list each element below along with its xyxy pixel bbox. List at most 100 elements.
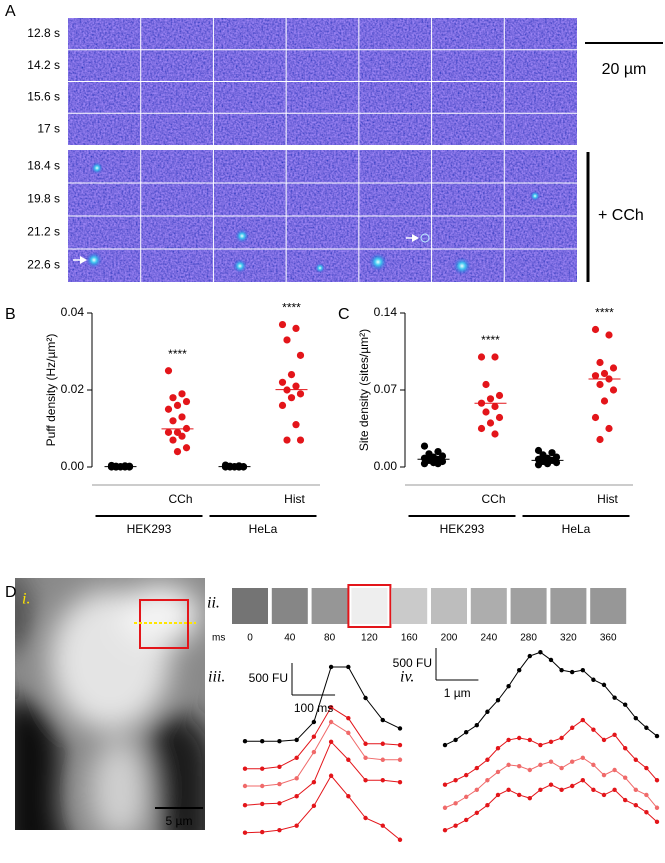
trace-point xyxy=(294,776,299,781)
frame-time: 40 xyxy=(284,633,296,644)
trace xyxy=(245,666,401,742)
trace-point xyxy=(517,792,522,798)
group-label: HeLa xyxy=(562,522,591,536)
data-point xyxy=(178,432,186,440)
data-point xyxy=(420,442,429,450)
y-tick-label: 0.14 xyxy=(374,305,398,319)
significance: **** xyxy=(481,333,500,347)
trace-point xyxy=(260,766,265,771)
sub-label: iii. xyxy=(208,669,225,686)
scale-bar-label: 1 µm xyxy=(444,686,471,700)
trace-point xyxy=(559,735,564,741)
trace-point xyxy=(453,823,458,828)
trace-point xyxy=(495,769,501,775)
trace-point xyxy=(506,787,511,793)
data-point xyxy=(182,397,191,406)
x-tick-label: CCh xyxy=(481,492,505,506)
trace-point xyxy=(570,759,575,764)
trace-point xyxy=(527,767,532,773)
trace-point xyxy=(397,726,403,731)
trace-point xyxy=(453,801,458,806)
trace-point xyxy=(363,695,368,701)
trace-point xyxy=(495,792,501,798)
trace-point xyxy=(277,739,282,744)
trace-point xyxy=(260,801,265,807)
trace-point xyxy=(260,829,265,835)
data-point xyxy=(420,460,429,468)
trace-point xyxy=(442,782,448,787)
trace-point xyxy=(506,683,511,689)
frame-time: 240 xyxy=(480,633,497,644)
trace-point xyxy=(485,709,490,714)
trace-point xyxy=(242,739,248,744)
trace-point xyxy=(580,717,585,723)
data-point xyxy=(169,436,177,444)
y-tick-label: 0.00 xyxy=(374,459,398,473)
y-axis-label: Site density (sites/µm²) xyxy=(357,329,371,451)
trace-point xyxy=(442,805,448,810)
image-grid xyxy=(68,18,577,282)
trace-point xyxy=(654,805,660,810)
data-point xyxy=(169,394,177,402)
data-point xyxy=(609,364,618,372)
trace-point xyxy=(328,705,334,710)
data-point xyxy=(292,324,300,332)
trace-point xyxy=(612,732,617,737)
trace-point xyxy=(527,653,532,659)
panel-label: D xyxy=(5,584,17,601)
significance: **** xyxy=(282,301,301,315)
trace-point xyxy=(570,783,575,789)
trace-point xyxy=(453,737,458,743)
data-point xyxy=(482,380,490,389)
trace xyxy=(244,740,401,806)
panel-d: 5 µm i. ii. iii. iv. ms 0 40 80 120 160 200 24… xyxy=(15,578,627,830)
data-point xyxy=(283,336,291,344)
time-label: 14.2 s xyxy=(27,58,60,72)
frame-time: 200 xyxy=(441,633,458,644)
trace-point xyxy=(242,766,248,771)
trace-point xyxy=(644,810,649,815)
trace-point xyxy=(580,755,585,761)
frame-thumbnail xyxy=(351,588,388,624)
data-point xyxy=(477,424,486,433)
trace-point xyxy=(328,739,334,745)
time-label: 12.8 s xyxy=(27,26,60,40)
x-tick-label: Hist xyxy=(284,492,305,506)
trace-point xyxy=(277,801,282,806)
frame-thumbnail xyxy=(311,588,348,624)
sub-label: i. xyxy=(22,591,30,608)
trace-point xyxy=(623,746,628,751)
trace-point xyxy=(346,664,351,670)
data-point xyxy=(548,449,556,457)
frame-time: 80 xyxy=(324,633,336,644)
trace-point xyxy=(474,787,479,793)
trace-point xyxy=(495,746,501,751)
trace-point xyxy=(277,764,282,769)
panel-label: C xyxy=(338,306,350,323)
trace-point xyxy=(506,762,511,768)
trace-point xyxy=(397,779,403,785)
y-tick-label: 0.00 xyxy=(61,459,85,473)
data-point xyxy=(600,397,609,405)
data-point xyxy=(283,436,291,444)
trace-point xyxy=(311,734,317,739)
trace-point xyxy=(474,723,479,728)
trace-point xyxy=(464,817,469,823)
x-tick-label: CCh xyxy=(168,492,192,506)
trace-point xyxy=(570,669,575,675)
data-point xyxy=(495,391,504,400)
trace-point xyxy=(363,755,368,761)
trace-point xyxy=(363,741,368,746)
trace-point xyxy=(363,778,368,783)
panel-label: A xyxy=(5,3,16,20)
data-point xyxy=(543,460,552,468)
trace-point xyxy=(623,797,628,803)
data-point xyxy=(178,390,186,398)
frame-unit: ms xyxy=(212,633,225,644)
frame-thumbnail xyxy=(391,588,428,624)
data-point xyxy=(534,446,543,455)
trace-point xyxy=(559,765,564,771)
trace-point xyxy=(633,803,638,808)
trace-point xyxy=(591,787,596,793)
trace-point xyxy=(464,794,469,800)
